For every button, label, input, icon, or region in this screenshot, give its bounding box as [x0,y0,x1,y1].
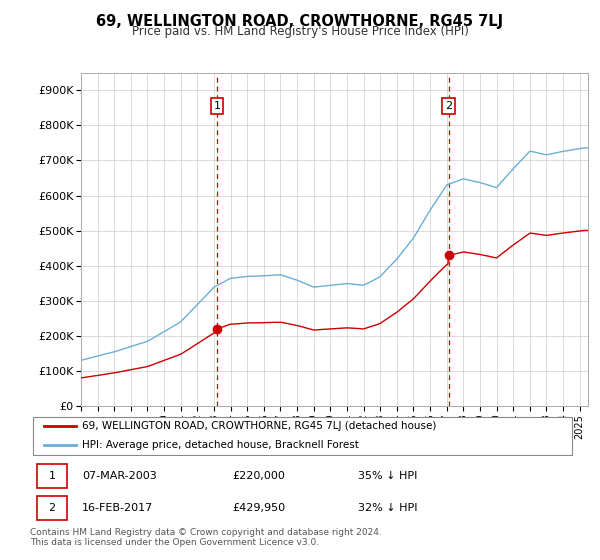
Text: 1: 1 [214,101,220,111]
FancyBboxPatch shape [37,464,67,488]
Text: 07-MAR-2003: 07-MAR-2003 [82,471,157,481]
FancyBboxPatch shape [37,496,67,520]
Text: Contains HM Land Registry data © Crown copyright and database right 2024.
This d: Contains HM Land Registry data © Crown c… [30,528,382,547]
Text: 2: 2 [445,101,452,111]
Text: 16-FEB-2017: 16-FEB-2017 [82,503,153,513]
Text: 35% ↓ HPI: 35% ↓ HPI [358,471,417,481]
Text: £220,000: £220,000 [232,471,285,481]
Text: 69, WELLINGTON ROAD, CROWTHORNE, RG45 7LJ: 69, WELLINGTON ROAD, CROWTHORNE, RG45 7L… [97,14,503,29]
Text: 1: 1 [49,471,55,481]
Text: 2: 2 [48,503,55,513]
FancyBboxPatch shape [33,417,572,455]
Text: 69, WELLINGTON ROAD, CROWTHORNE, RG45 7LJ (detached house): 69, WELLINGTON ROAD, CROWTHORNE, RG45 7L… [82,421,436,431]
Text: £429,950: £429,950 [232,503,285,513]
Text: 32% ↓ HPI: 32% ↓ HPI [358,503,417,513]
Text: HPI: Average price, detached house, Bracknell Forest: HPI: Average price, detached house, Brac… [82,440,359,450]
Text: Price paid vs. HM Land Registry's House Price Index (HPI): Price paid vs. HM Land Registry's House … [131,25,469,38]
